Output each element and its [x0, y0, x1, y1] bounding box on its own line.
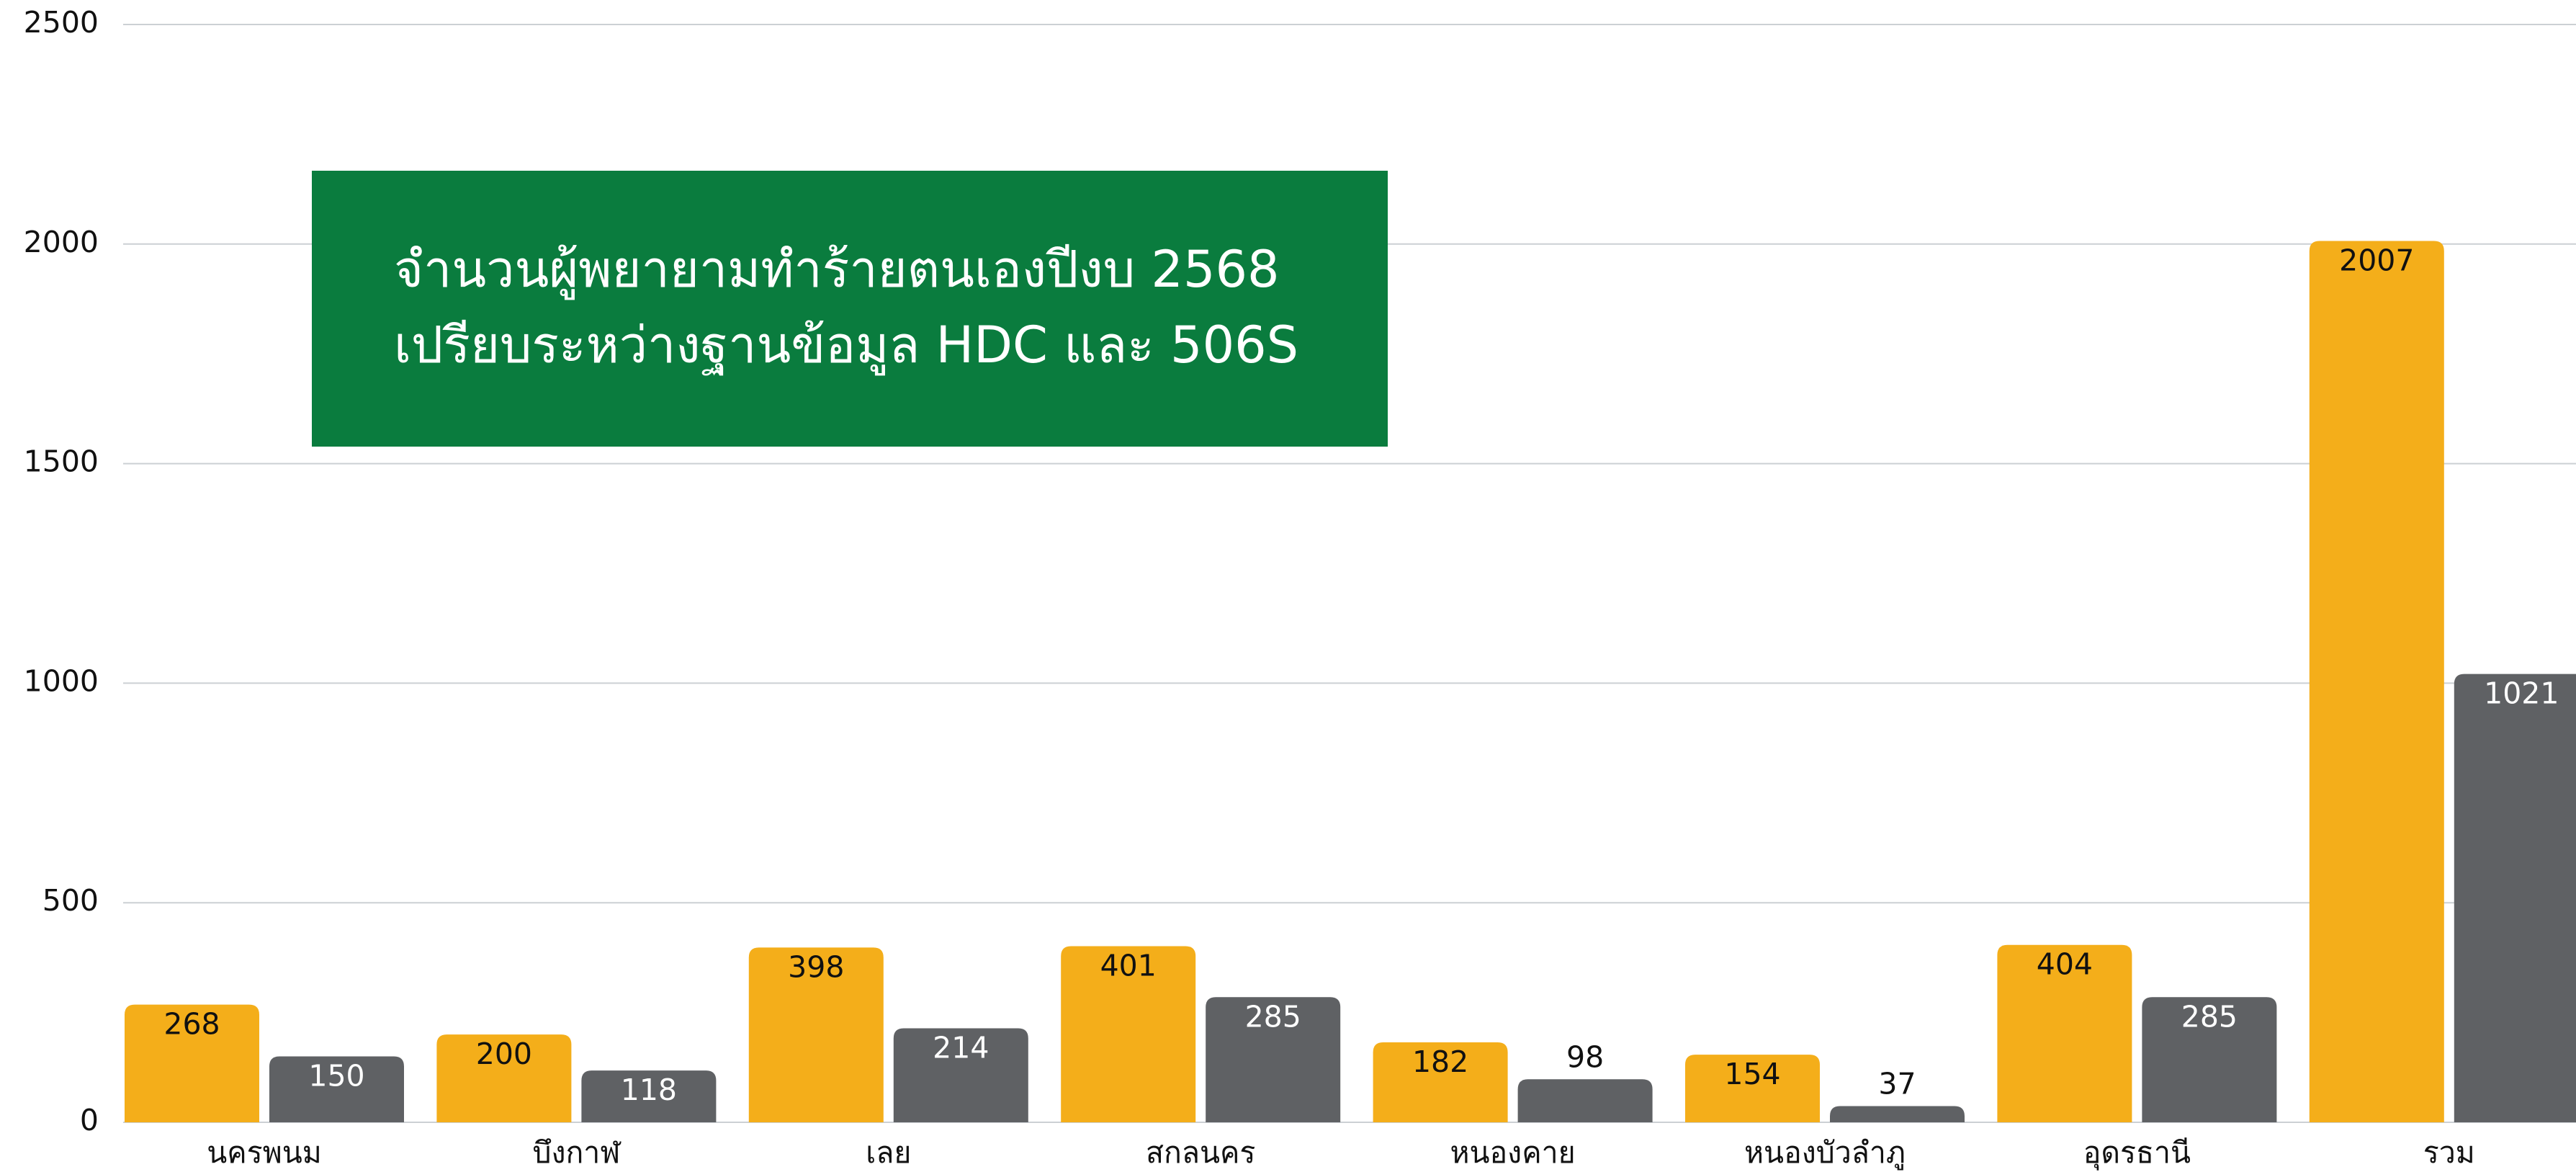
chart-title: จำนวนผู้พยายามทำร้ายตนเองปีงบ 2568 [394, 240, 1280, 300]
data-label: 154 [1724, 1057, 1780, 1091]
y-tick-label: 500 [42, 883, 99, 918]
data-label: 2007 [2339, 243, 2414, 278]
bar [1517, 1079, 1653, 1122]
y-tick-label: 0 [80, 1103, 99, 1137]
bar [269, 1056, 404, 1122]
y-tick-label: 2500 [24, 5, 99, 40]
x-tick-label: หนองบัวลำภู [1744, 1135, 1906, 1171]
data-label: 214 [933, 1031, 989, 1065]
title-box [312, 171, 1388, 447]
bar [1685, 1055, 1820, 1122]
x-tick-label: หนองคาย [1450, 1135, 1576, 1170]
bar [1830, 1106, 1965, 1122]
x-tick-label: นครพนม [207, 1135, 322, 1170]
data-label: 1021 [2484, 676, 2559, 711]
y-tick-label: 1500 [24, 444, 99, 479]
chart-title: เปรียบระหว่างฐานข้อมูล HDC และ 506S [394, 316, 1298, 376]
bar [2309, 241, 2444, 1122]
data-label: 118 [621, 1073, 677, 1107]
data-label: 401 [1100, 949, 1157, 983]
x-tick-label: อุดรธานี [2083, 1135, 2191, 1171]
bar [581, 1070, 717, 1122]
data-label: 150 [308, 1059, 364, 1093]
bar [125, 1004, 259, 1122]
data-label: 98 [1566, 1039, 1604, 1074]
data-label: 285 [2181, 999, 2238, 1034]
data-label: 182 [1412, 1044, 1468, 1079]
y-tick-label: 2000 [24, 225, 99, 259]
data-label: 398 [788, 949, 844, 984]
bar [1373, 1042, 1508, 1122]
data-label: 285 [1245, 999, 1301, 1034]
x-tick-label: เลย [866, 1135, 911, 1170]
y-tick-label: 1000 [24, 663, 99, 698]
bar [893, 1028, 1028, 1122]
bar [748, 947, 884, 1122]
bar [2142, 997, 2277, 1122]
bar [1061, 946, 1196, 1122]
data-label: 200 [476, 1037, 532, 1071]
data-label: 37 [1878, 1066, 1916, 1101]
bar [1206, 997, 1341, 1122]
x-tick-label: สกลนคร [1146, 1135, 1255, 1170]
bar [436, 1034, 572, 1122]
bar [1997, 944, 2132, 1122]
data-label: 268 [163, 1007, 220, 1042]
data-label: 404 [2037, 947, 2093, 982]
bar [2454, 674, 2576, 1122]
x-tick-label: บึงกาฬ [532, 1135, 621, 1170]
x-tick-label: รวม [2423, 1135, 2475, 1170]
